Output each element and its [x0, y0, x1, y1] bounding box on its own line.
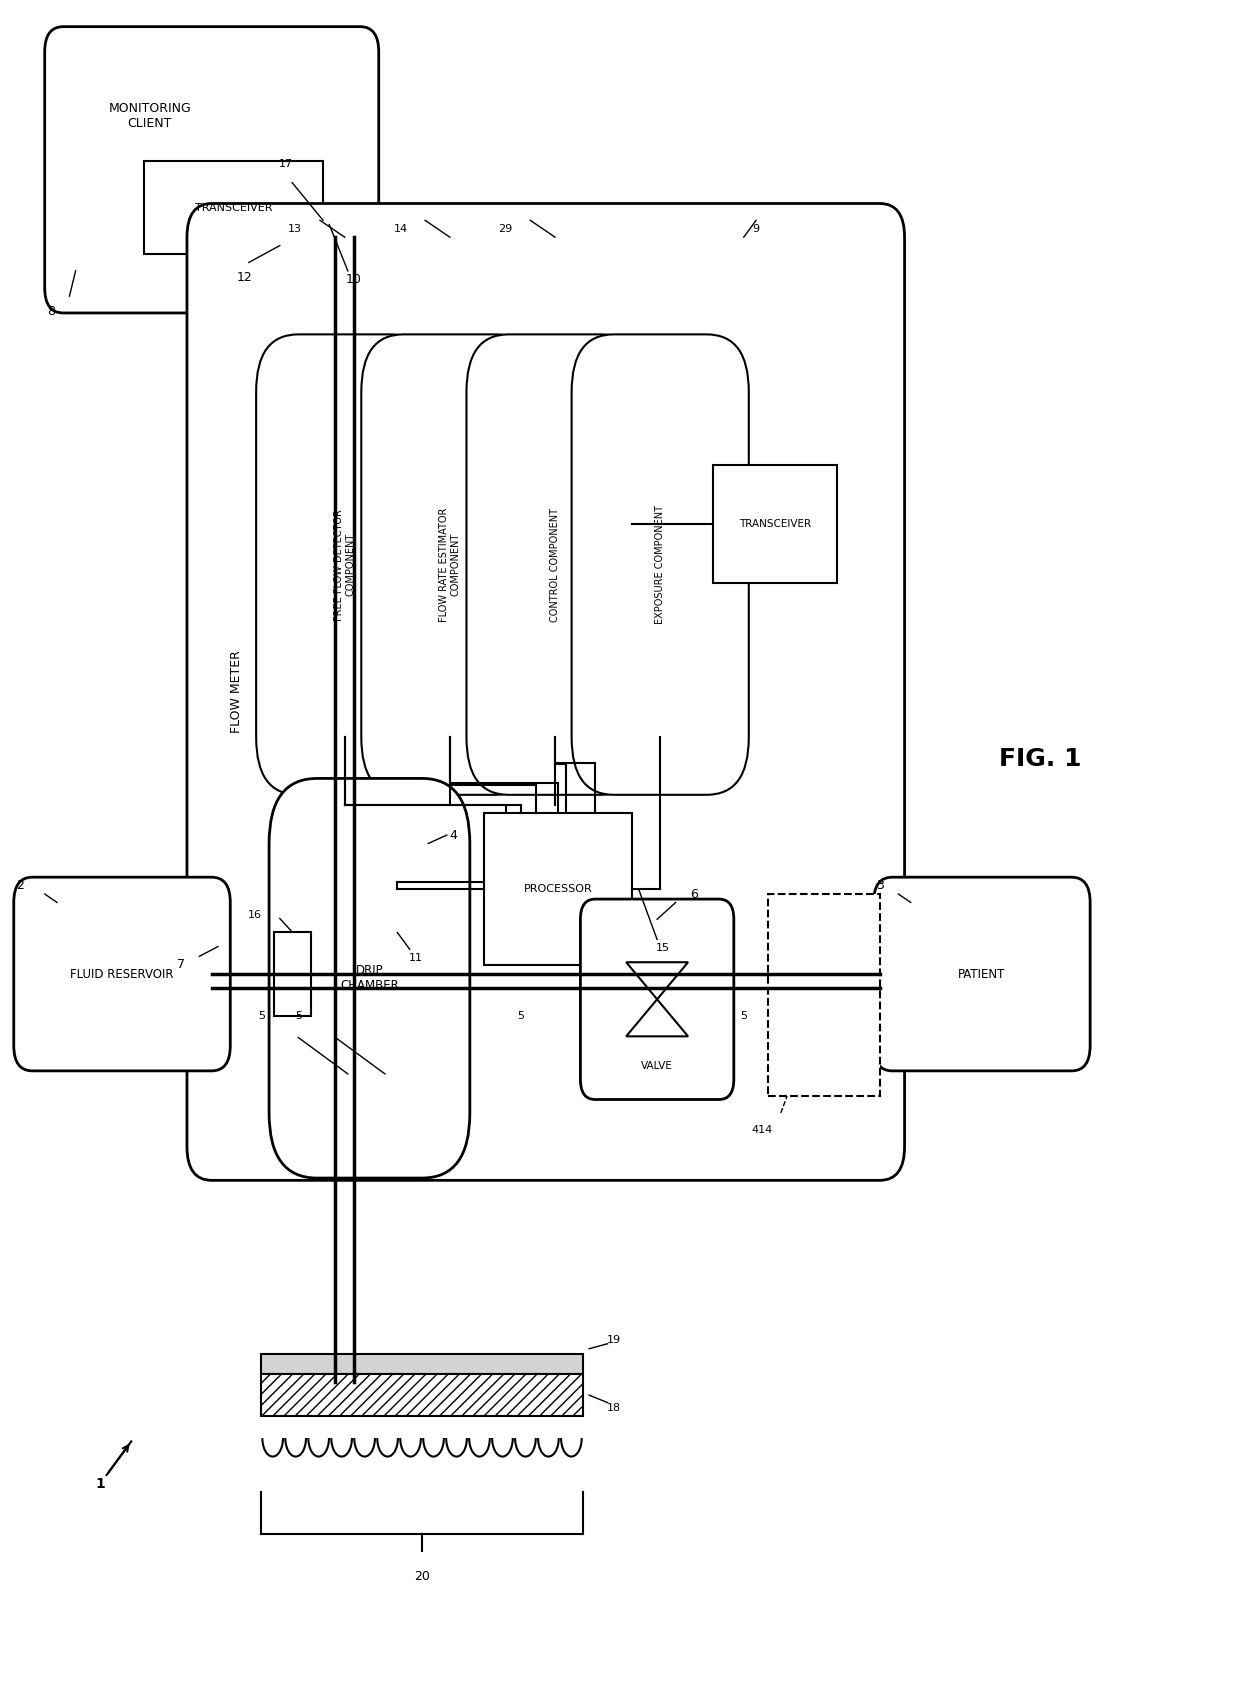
Text: FLUID RESERVOIR: FLUID RESERVOIR	[71, 968, 174, 980]
Text: FIG. 1: FIG. 1	[999, 747, 1083, 771]
Text: DRIP
CHAMBER: DRIP CHAMBER	[340, 965, 399, 992]
Text: TRANSCEIVER: TRANSCEIVER	[195, 202, 272, 213]
FancyBboxPatch shape	[361, 334, 538, 795]
Text: 3: 3	[875, 879, 884, 892]
FancyBboxPatch shape	[269, 778, 470, 1178]
FancyBboxPatch shape	[45, 27, 378, 314]
FancyBboxPatch shape	[580, 899, 734, 1100]
Text: FLOW RATE ESTIMATOR
COMPONENT: FLOW RATE ESTIMATOR COMPONENT	[439, 508, 461, 623]
Text: 6: 6	[691, 887, 698, 901]
Text: VALVE: VALVE	[641, 1061, 673, 1071]
Bar	[305, 832, 391, 908]
Text: 11: 11	[409, 953, 423, 963]
Text: 14: 14	[393, 224, 408, 234]
Text: FLOW METER: FLOW METER	[229, 651, 243, 734]
FancyBboxPatch shape	[572, 334, 749, 795]
Text: PATIENT: PATIENT	[959, 968, 1006, 980]
Text: FREE FLOW DETECTOR
COMPONENT: FREE FLOW DETECTOR COMPONENT	[334, 509, 356, 621]
Text: 29: 29	[498, 224, 512, 234]
Text: 5: 5	[258, 1011, 264, 1021]
FancyBboxPatch shape	[874, 877, 1090, 1071]
Text: 5: 5	[740, 1011, 748, 1021]
Text: 20: 20	[414, 1569, 430, 1582]
Text: 18: 18	[606, 1402, 621, 1412]
Text: 9: 9	[753, 224, 760, 234]
Bar	[144, 162, 324, 255]
Bar	[262, 1355, 583, 1373]
FancyBboxPatch shape	[257, 334, 433, 795]
Text: TRANSCEIVER: TRANSCEIVER	[739, 520, 811, 528]
Text: 16: 16	[248, 909, 262, 919]
Text: CONTROL COMPONENT: CONTROL COMPONENT	[551, 508, 560, 621]
Bar	[769, 894, 880, 1097]
Bar	[713, 466, 837, 582]
Text: PROCESSOR: PROCESSOR	[523, 884, 593, 894]
Bar	[274, 931, 311, 1016]
Text: 19: 19	[606, 1336, 621, 1345]
Text: 13: 13	[288, 224, 303, 234]
Text: 7: 7	[177, 958, 185, 972]
Text: MONITORING
CLIENT: MONITORING CLIENT	[108, 103, 191, 130]
FancyBboxPatch shape	[14, 877, 231, 1071]
FancyBboxPatch shape	[466, 334, 644, 795]
FancyBboxPatch shape	[187, 204, 904, 1181]
Polygon shape	[314, 908, 382, 984]
Text: 5: 5	[295, 1011, 301, 1021]
Text: 2: 2	[16, 879, 24, 892]
Text: EXPOSURE COMPONENT: EXPOSURE COMPONENT	[655, 504, 665, 624]
Bar	[299, 840, 367, 933]
Text: 12: 12	[237, 272, 252, 283]
Polygon shape	[626, 962, 688, 999]
Polygon shape	[626, 999, 688, 1036]
Text: 5: 5	[517, 1011, 525, 1021]
Text: 8: 8	[47, 305, 55, 317]
Text: 15: 15	[656, 943, 671, 953]
Text: 4: 4	[449, 828, 456, 842]
Bar	[484, 813, 632, 965]
Text: 1: 1	[95, 1476, 105, 1491]
Text: 17: 17	[279, 160, 293, 169]
Text: 10: 10	[346, 273, 362, 285]
Text: 414: 414	[751, 1125, 773, 1135]
Bar	[262, 1373, 583, 1415]
